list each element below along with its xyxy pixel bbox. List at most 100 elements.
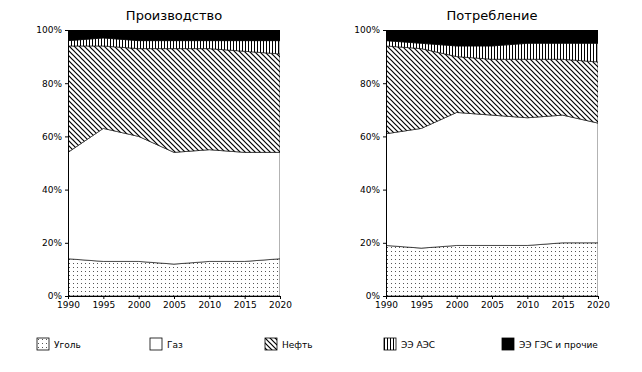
area-series	[386, 112, 598, 248]
tick-mark	[383, 296, 386, 297]
tick: 40%	[360, 185, 386, 195]
panel: 0%20%40%60%80%100%1990199520002005201020…	[36, 8, 292, 310]
tick-mark	[209, 296, 210, 299]
tick-mark	[65, 243, 68, 244]
legend-label: Нефть	[282, 340, 313, 350]
legend-item: Нефть	[265, 338, 313, 350]
axis-line	[387, 297, 599, 300]
tick: 100%	[36, 25, 68, 35]
tick-label: 100%	[354, 25, 380, 35]
tick: 1995	[92, 296, 115, 310]
tick-mark	[563, 296, 564, 299]
legend-swatch	[384, 338, 396, 350]
tick-label: 2010	[198, 300, 221, 310]
legend-item: ЭЭ ГЭС и прочие	[502, 338, 598, 350]
tick: 2015	[552, 296, 575, 310]
legend-item: ЭЭ АЭС	[384, 338, 435, 350]
tick: 60%	[360, 132, 386, 142]
tick-mark	[457, 296, 458, 299]
chart-canvas: 0%20%40%60%80%100%1990199520002005201020…	[0, 0, 642, 372]
tick-mark	[383, 190, 386, 191]
tick-label: 2000	[446, 300, 469, 310]
tick: 40%	[42, 185, 68, 195]
axis-line	[69, 297, 281, 300]
tick-label: 2015	[234, 300, 257, 310]
tick-label: 1995	[92, 300, 115, 310]
tick-label: 1995	[410, 300, 433, 310]
tick-mark	[598, 296, 599, 299]
tick: 20%	[360, 238, 386, 248]
tick-mark	[103, 296, 104, 299]
y-axis: 0%20%40%60%80%100%	[36, 25, 68, 301]
tick-mark	[383, 30, 386, 31]
tick: 2020	[269, 296, 292, 310]
tick: 2020	[587, 296, 610, 310]
tick-mark	[65, 136, 68, 137]
tick-mark	[65, 296, 68, 297]
tick: 1990	[375, 296, 398, 310]
chart-title: Производство	[126, 8, 222, 23]
legend-label: Газ	[167, 340, 183, 350]
tick-mark	[245, 296, 246, 299]
tick-mark	[68, 296, 69, 299]
tick-label: 100%	[36, 25, 62, 35]
tick-mark	[65, 83, 68, 84]
tick: 20%	[42, 238, 68, 248]
tick-label: 2005	[481, 300, 504, 310]
tick-label: 80%	[42, 79, 62, 89]
legend-label: ЭЭ АЭС	[401, 340, 435, 350]
tick-label: 2020	[269, 300, 292, 310]
tick: 100%	[354, 25, 386, 35]
tick-mark	[174, 296, 175, 299]
plot-area	[386, 30, 598, 296]
tick-mark	[383, 83, 386, 84]
tick-label: 2015	[552, 300, 575, 310]
area-series	[386, 243, 598, 296]
chart-title: Потребление	[447, 8, 538, 23]
tick-mark	[280, 296, 281, 299]
tick-mark	[383, 243, 386, 244]
area-series	[386, 30, 598, 46]
tick-label: 2005	[163, 300, 186, 310]
tick-mark	[383, 136, 386, 137]
tick-mark	[527, 296, 528, 299]
tick-label: 2000	[128, 300, 151, 310]
tick: 80%	[42, 79, 68, 89]
legend-label: Уголь	[54, 340, 81, 350]
tick: 2015	[234, 296, 257, 310]
tick-label: 2010	[516, 300, 539, 310]
plot-area	[68, 30, 280, 296]
tick-mark	[139, 296, 140, 299]
tick: 60%	[42, 132, 68, 142]
legend-item: Уголь	[37, 338, 81, 350]
tick-label: 1990	[57, 300, 80, 310]
axis-line	[383, 31, 387, 297]
x-axis: 1990 1995 2000 2005 2010 2015 2020	[375, 296, 610, 310]
legend-swatch	[502, 338, 514, 350]
legend-swatch	[37, 338, 49, 350]
tick-label: 40%	[42, 185, 62, 195]
tick: 1990	[57, 296, 80, 310]
tick-label: 60%	[360, 132, 380, 142]
tick: 1995	[410, 296, 433, 310]
tick: 80%	[360, 79, 386, 89]
tick: 2000	[446, 296, 469, 310]
legend: Уголь Газ Нефть ЭЭ АЭС ЭЭ ГЭС и прочие	[37, 338, 598, 350]
tick-mark	[421, 296, 422, 299]
legend-swatch	[265, 338, 277, 350]
tick-mark	[65, 190, 68, 191]
tick-label: 80%	[360, 79, 380, 89]
tick: 2000	[128, 296, 151, 310]
tick-mark	[65, 30, 68, 31]
panel: 0%20%40%60%80%100%1990199520002005201020…	[354, 8, 610, 310]
legend-swatch	[150, 338, 162, 350]
tick-label: 60%	[42, 132, 62, 142]
tick-mark	[386, 296, 387, 299]
legend-item: Газ	[150, 338, 183, 350]
y-axis: 0%20%40%60%80%100%	[354, 25, 386, 301]
tick: 2005	[481, 296, 504, 310]
tick: 2010	[516, 296, 539, 310]
x-axis: 1990 1995 2000 2005 2010 2015 2020	[57, 296, 292, 310]
area-series	[68, 46, 280, 152]
tick-label: 2020	[587, 300, 610, 310]
